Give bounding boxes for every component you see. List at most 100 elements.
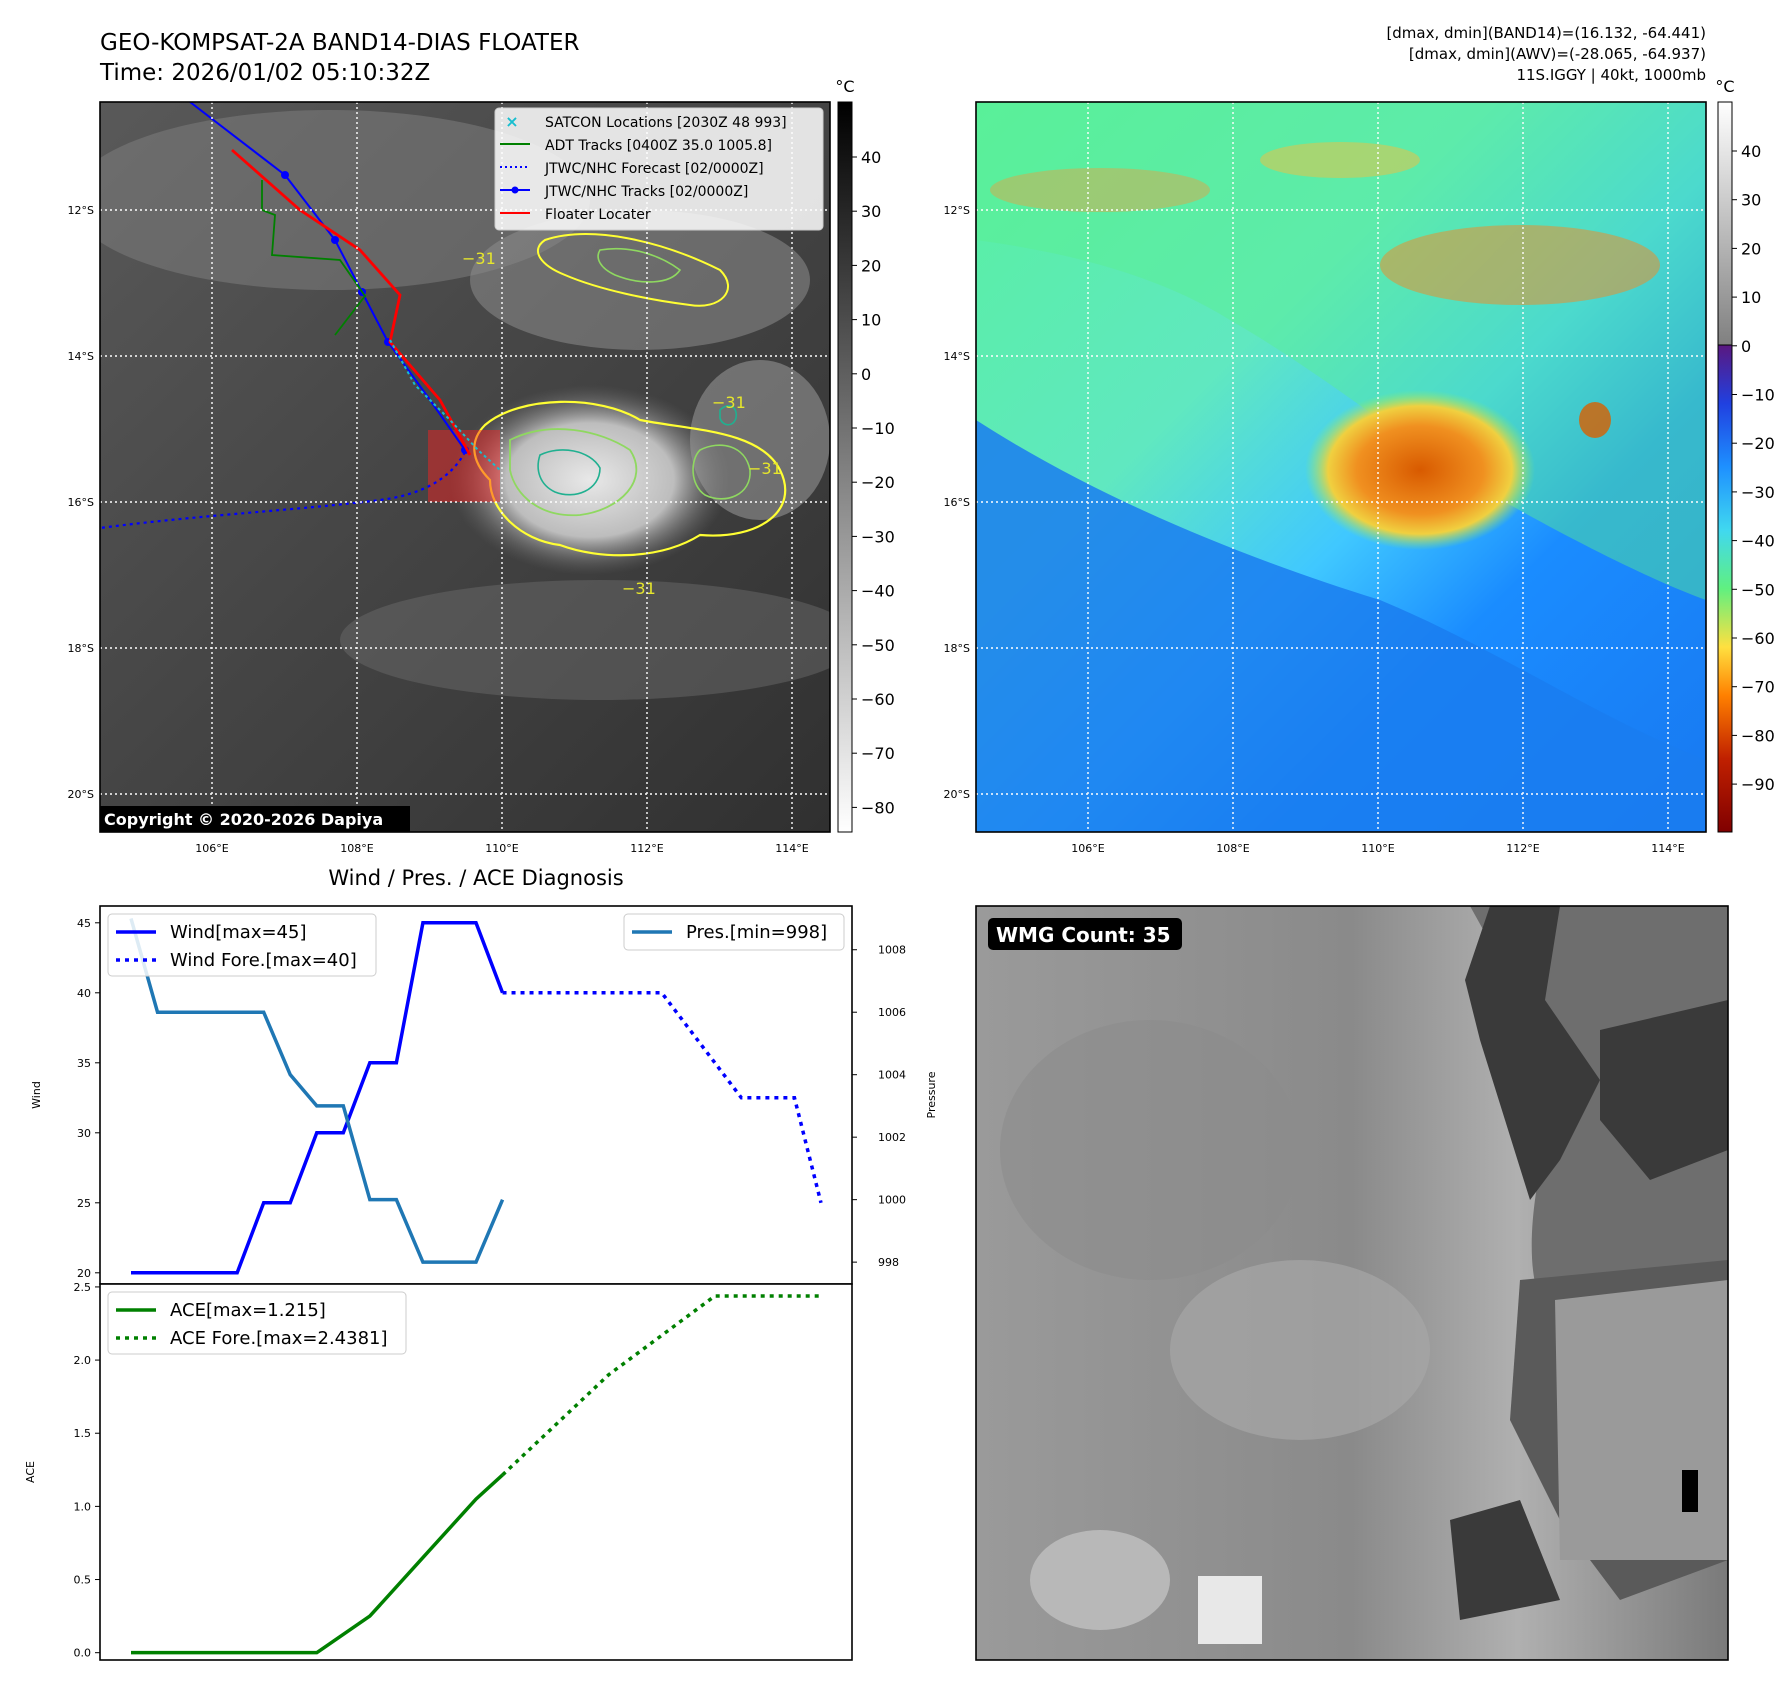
ir-frame: [99, 101, 831, 833]
ir-contour-core: [719, 405, 738, 426]
colorbar-tick-label: 10: [1741, 288, 1761, 307]
colorbar-tick-label: −40: [1741, 532, 1775, 551]
ytick-right-label: 998: [878, 1256, 899, 1269]
ir-cloud-band: [470, 210, 810, 350]
wv-cold-band: [1260, 142, 1420, 178]
ir-contour-inner: [692, 444, 751, 500]
legend-label-satcon: SATCON Locations [2030Z 48 993]: [545, 115, 787, 131]
ir-cloud-band: [100, 110, 590, 290]
wv-frame: [975, 101, 1707, 833]
colorbar-tick-label: −60: [1741, 629, 1775, 648]
jtwc-forecast-line: [100, 451, 466, 530]
info-line-2: [dmax, dmin](AWV)=(-28.065, -64.937): [1409, 45, 1706, 63]
ytick-label: 0.5: [74, 1574, 92, 1587]
ir-contour-label: −31: [748, 459, 782, 478]
legend-label-forecast: JTWC/NHC Forecast [02/0000Z]: [544, 161, 764, 177]
wv-cold-band: [990, 168, 1210, 212]
ir-contour-label: −31: [712, 393, 746, 412]
lon-label: 112°E: [1506, 842, 1539, 855]
ir-colorbar-ticks: 40 30 20 10 0 −10 −20 −30 −40 −50 −60 −70 −80: [852, 148, 895, 817]
legend-label-ace-fore: ACE Fore.[max=2.4381]: [170, 1328, 388, 1349]
ytick-label: 0.0: [74, 1647, 92, 1660]
ace-legend-box: [107, 1291, 407, 1355]
info-line-1: [dmax, dmin](BAND14)=(16.132, -64.441): [1386, 24, 1706, 42]
copyright-text: Copyright © 2020-2026 Dapiya: [104, 810, 383, 829]
colorbar-tick-label: 20: [861, 256, 881, 275]
ace-yticks: 0.0 0.5 1.0 1.5 2.0 2.5: [74, 1281, 100, 1660]
legend-label-pressure: Pres.[min=998]: [686, 922, 827, 943]
ytick-right-label: 1002: [878, 1131, 906, 1144]
ir-contour-outer: [473, 400, 787, 557]
pressure-legend: Pres.[min=998]: [623, 913, 845, 951]
ir-contour-inner: [597, 247, 682, 283]
legend-box: [494, 107, 824, 231]
colorbar-tick-label: −50: [861, 636, 895, 655]
wv-colorbar-ticks: 40 30 20 10 0 −10 −20 −30 −40 −50 −60 −70 −80 −90: [1732, 142, 1775, 794]
lat-label: 20°S: [944, 788, 970, 801]
pressure-yticks: 998 1000 1002 1004 1006 1008: [852, 944, 906, 1269]
ir-colorbar: [837, 101, 853, 833]
info-line-3: 11S.IGGY | 40kt, 1000mb: [1516, 66, 1706, 84]
legend-label-ace: ACE[max=1.215]: [170, 1300, 326, 1321]
colorbar-tick-label: −60: [861, 690, 895, 709]
pressure-axis-label: Pressure: [925, 1071, 938, 1118]
lon-label: 110°E: [485, 842, 518, 855]
legend-label-wind: Wind[max=45]: [170, 922, 307, 943]
ace-legend: ACE[max=1.215] ACE Fore.[max=2.4381]: [107, 1291, 407, 1355]
colorbar-tick-label: −30: [1741, 483, 1775, 502]
wmg-panel: WMG Count: 35: [975, 905, 1729, 1661]
wind-pressure-chart: Wind / Pres. / ACE Diagnosis Wind Pressu…: [30, 866, 938, 1285]
pressure-legend-box: [623, 913, 845, 951]
colorbar-tick-label: −70: [1741, 678, 1775, 697]
ytick-label: 40: [77, 987, 91, 1000]
wv-lon-labels: 106°E 108°E 110°E 112°E 114°E: [1071, 842, 1684, 855]
wmg-bright-cells: [1170, 1260, 1430, 1440]
wv-cold-band: [1380, 225, 1660, 305]
colorbar-tick-label: −20: [861, 473, 895, 492]
colorbar-tick-label: −10: [861, 419, 895, 438]
legend-marker-satcon: ×: [505, 112, 518, 131]
wmg-mid-cells: [1000, 1020, 1300, 1280]
ir-legend: × SATCON Locations [2030Z 48 993] ADT Tr…: [494, 107, 824, 231]
wmg-light-region: [1555, 1280, 1728, 1560]
series-line-1: [501, 1294, 821, 1477]
colorbar-tick-label: 0: [861, 365, 871, 384]
wv-colorbar-cold: [1717, 344, 1733, 833]
wv-storm-core: [1305, 390, 1535, 550]
colorbar-tick-label: −20: [1741, 434, 1775, 453]
lat-label: 20°S: [68, 788, 94, 801]
ace-series: [131, 1294, 821, 1655]
lon-label: 114°E: [775, 842, 808, 855]
series-line-0: [131, 921, 505, 1275]
lon-label: 106°E: [195, 842, 228, 855]
ir-contour-outer: [537, 233, 730, 307]
wv-cold-spot: [1579, 402, 1611, 438]
legend-marker-tracks-point: [511, 186, 519, 194]
colorbar-tick-label: −30: [861, 527, 895, 546]
ir-contour-label: −31: [462, 249, 496, 268]
ytick-right-label: 1004: [878, 1069, 906, 1082]
wmg-black-cell: [1682, 1470, 1698, 1512]
wmg-black-cells: [1465, 906, 1600, 1200]
wv-colorbar-warm: [1717, 101, 1733, 346]
colorbar-tick-label: 0: [1741, 337, 1751, 356]
legend-label-adt: ADT Tracks [0400Z 35.0 1005.8]: [545, 138, 772, 154]
wind-yticks: 20 25 30 35 40 45: [77, 917, 100, 1280]
lat-label: 18°S: [944, 642, 970, 655]
ir-cloud-band: [690, 360, 830, 520]
wv-gridlines: [976, 102, 1706, 832]
ir-contour-label: −31: [622, 579, 656, 598]
colorbar-tick-label: −90: [1741, 775, 1775, 794]
wmg-bright-cells: [1198, 1576, 1262, 1644]
wv-lat-labels: 12°S 14°S 16°S 18°S 20°S: [944, 204, 970, 801]
colorbar-tick-label: 40: [1741, 142, 1761, 161]
colorbar-tick-label: 40: [861, 148, 881, 167]
title-line-2: Time: 2026/01/02 05:10:32Z: [99, 60, 430, 86]
ir-lon-labels: 106°E 108°E 110°E 112°E 114°E: [195, 842, 808, 855]
wind-legend-box: [107, 913, 377, 977]
ir-cloud-band: [340, 580, 830, 700]
ytick-right-label: 1008: [878, 944, 906, 957]
ir-storm-cloud: [450, 385, 730, 575]
ir-colorbar-unit: °C: [835, 77, 854, 96]
satcon-locations: [389, 339, 501, 471]
